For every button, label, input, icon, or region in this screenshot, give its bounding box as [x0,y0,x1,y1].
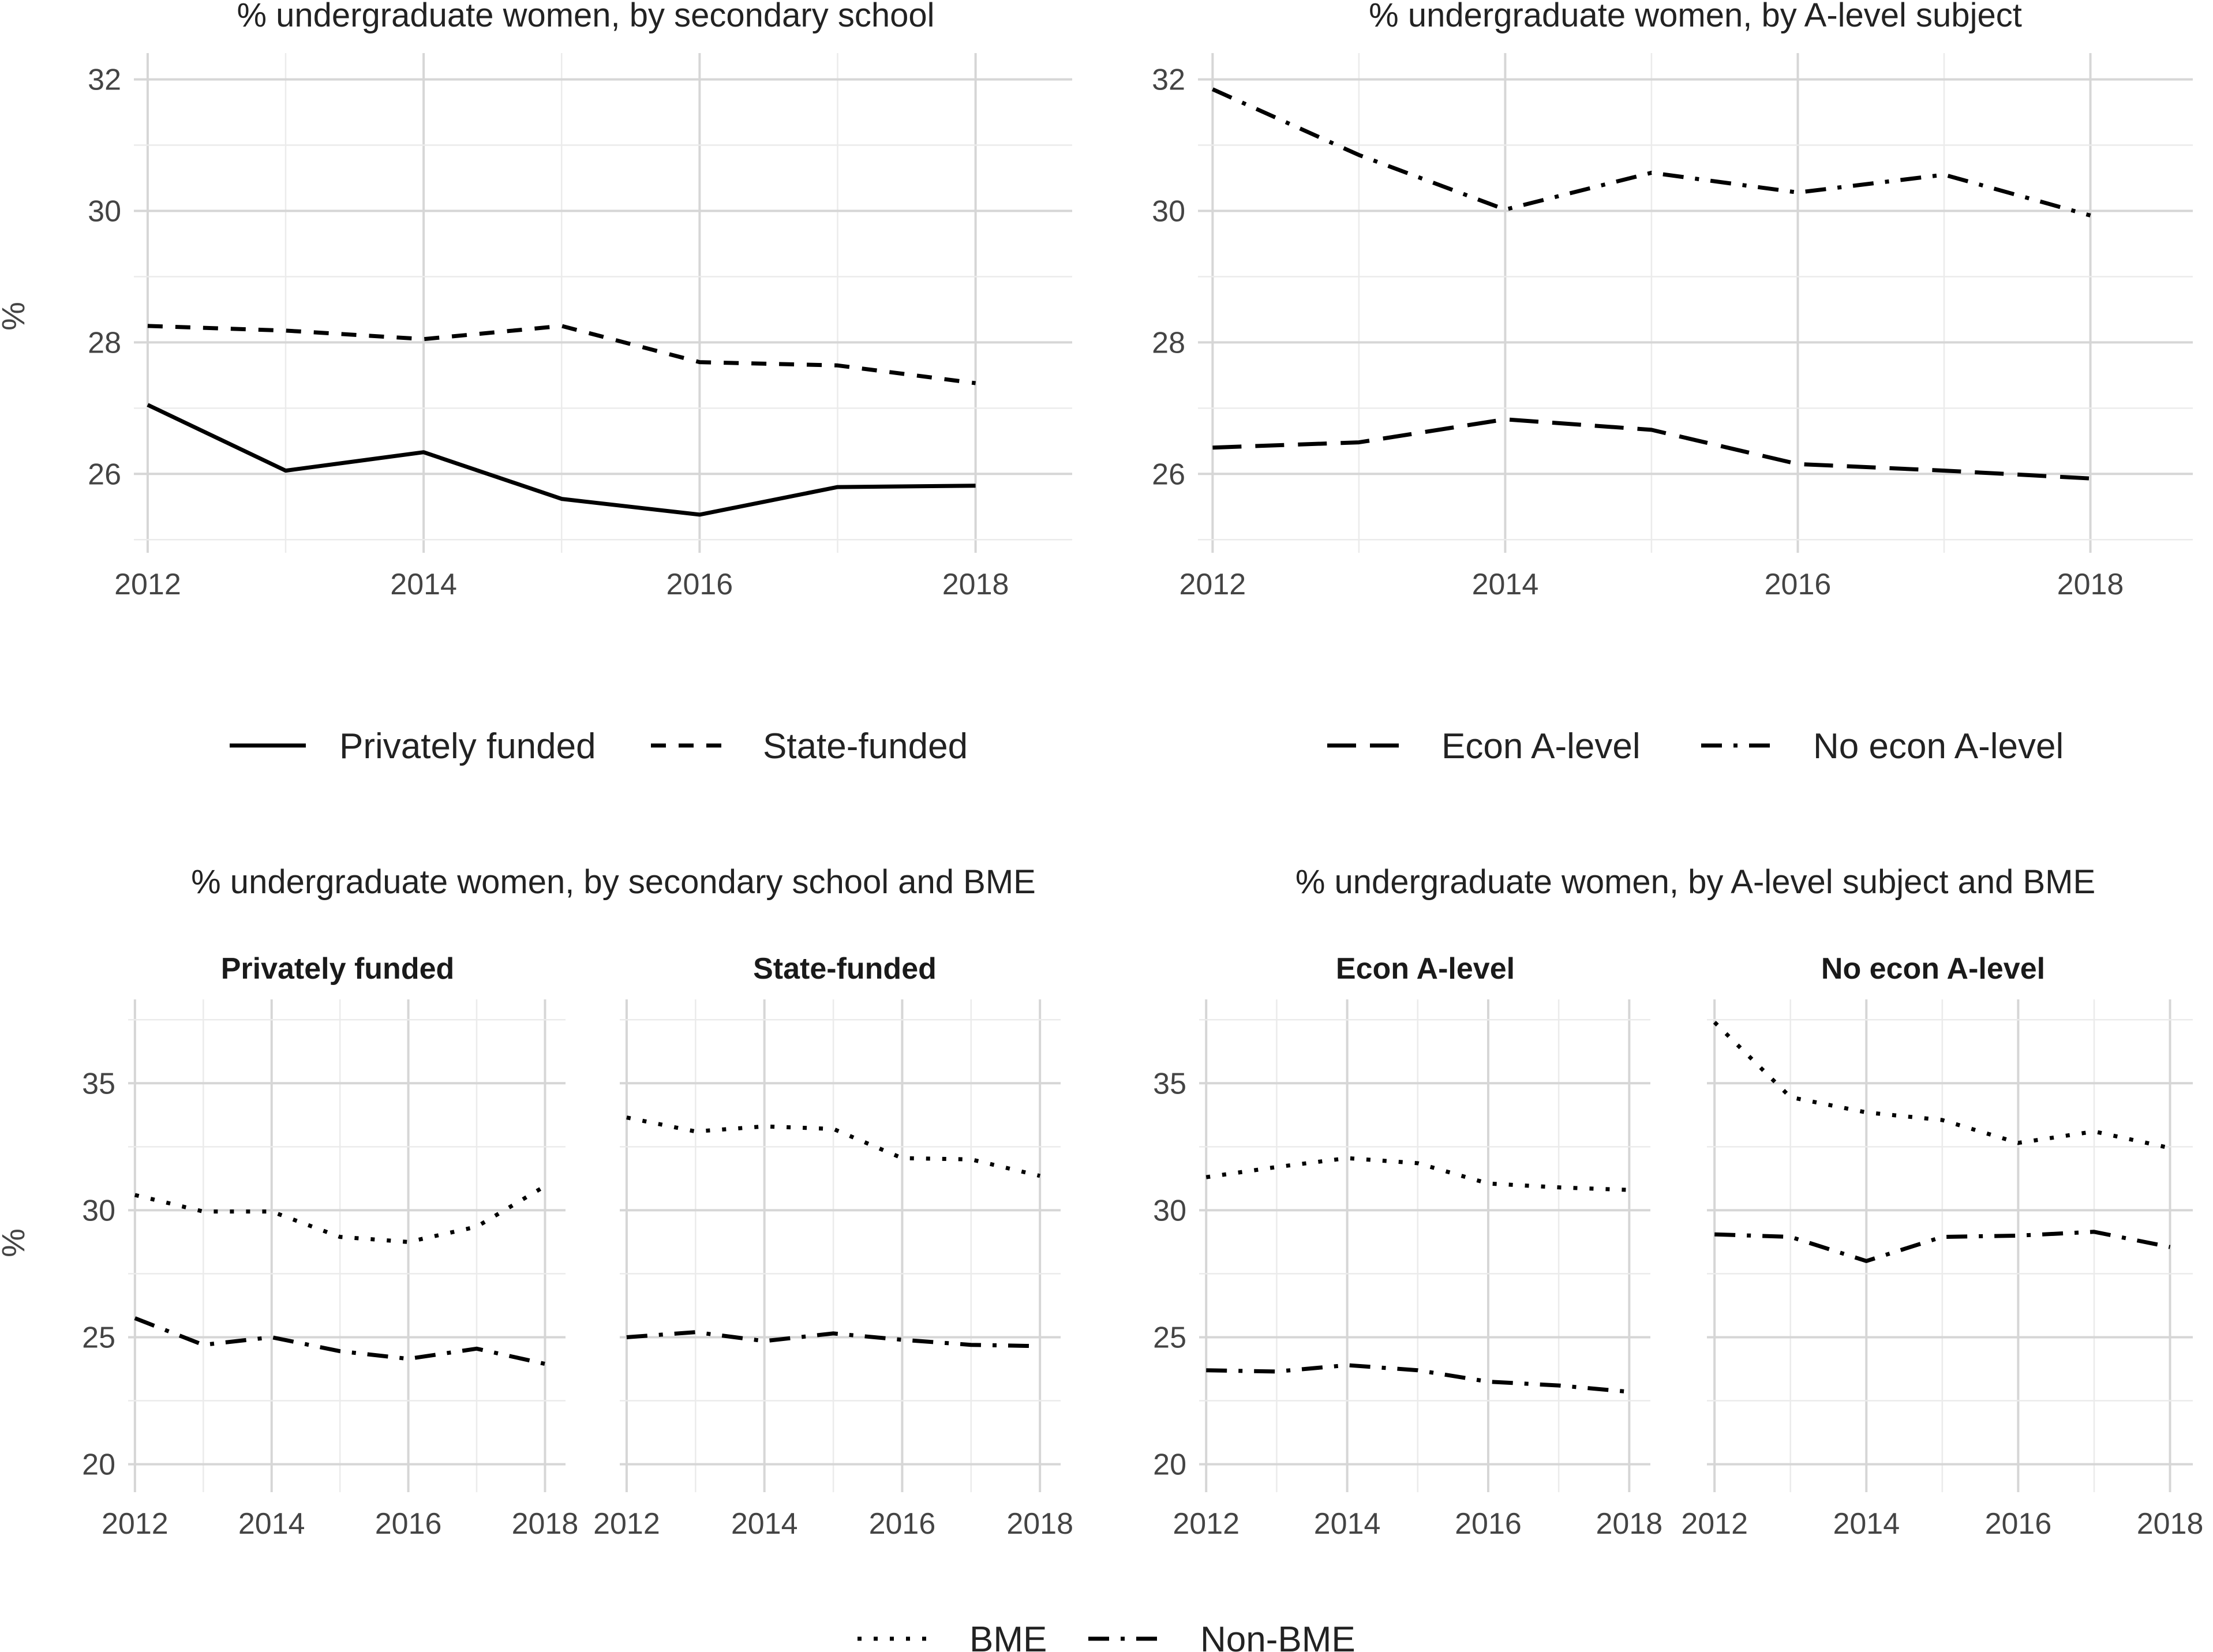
y-tick-label: 26 [88,458,121,491]
x-tick-label: 2012 [114,568,181,601]
legend-label-no-econ-a-level: No econ A-level [1813,726,2064,766]
series-line-state-funded-non-bme [626,1330,1040,1348]
series-line-econ-a-level-bme [1205,1156,1630,1192]
y-tick-label: 28 [1152,326,1185,359]
x-tick-label: 2012 [1179,568,1246,601]
y-axis-label-bme: % [0,1228,31,1257]
y-tick-label: 32 [1152,63,1185,97]
panel-secondary-school: % undergraduate women, by secondary scho… [0,0,1072,601]
series-line-econ-a-level-non-bme [1206,1363,1630,1394]
x-tick-label: 2012 [1681,1507,1748,1541]
x-tick-label: 2016 [666,568,733,601]
y-axis-label: % [0,302,31,331]
series-line-no-econ-a-level-bme [1713,1021,2171,1150]
facet-strip-no-econ-a-level: No econ A-level [1821,952,2045,986]
x-tick-label: 2018 [2057,568,2124,601]
panel-a-level-subject: % undergraduate women, by A-level subjec… [1152,0,2193,601]
x-tick-label: 2016 [1985,1507,2052,1541]
y-tick-label: 32 [88,63,121,97]
series-line-secondary-school-privately-funded [147,403,976,517]
y-tick-label: 35 [1153,1067,1186,1100]
legend-label-privately-funded: Privately funded [339,726,596,766]
legend-bme: BME Non-BME [858,1620,1355,1652]
x-tick-label: 2018 [512,1507,579,1541]
facet-strip-state-funded: State-funded [753,952,937,986]
x-tick-label: 2018 [1596,1507,1663,1541]
plot-area-secondary-school: 2012 2014 2016 2018 26 28 30 32 [88,53,1072,601]
x-tick-label: 2014 [390,568,457,601]
facet-strip-privately-funded: Privately funded [221,952,455,986]
panel-title-secondary-school-bme: % undergraduate women, by secondary scho… [191,863,1036,901]
series-line-secondary-school-state-funded [147,324,976,385]
plot-area-a-level-subject: 2012 2014 2016 2018 26 28 30 32 [1152,53,2193,601]
series-line-a-level-subject-econ-a-level [1212,417,2091,481]
series-line-no-econ-a-level-non-bme [1714,1230,2171,1263]
legend-secondary-school: Privately funded State-funded [230,726,968,766]
y-tick-label: 26 [1152,458,1185,491]
series-line-privately-funded-bme [134,1184,546,1244]
x-tick-label: 2014 [238,1507,305,1541]
legend-label-state-funded: State-funded [763,726,968,766]
x-tick-label: 2016 [375,1507,442,1541]
y-tick-label: 20 [82,1448,115,1482]
x-tick-label: 2016 [1455,1507,1522,1541]
y-tick-label: 30 [88,194,121,228]
x-tick-label: 2012 [102,1507,168,1541]
plot-area-no-econ-a-level: 2012 2014 2016 2018 [1681,999,2203,1541]
y-tick-label: 30 [82,1194,115,1227]
x-tick-label: 2012 [1173,1507,1240,1541]
plot-area-econ-a-level: 2012 2014 2016 2018 20 25 30 35 [1153,999,1662,1541]
legend-label-econ-a-level: Econ A-level [1441,726,1641,766]
panel-title-a-level-subject: % undergraduate women, by A-level subjec… [1369,0,2022,34]
x-tick-label: 2014 [1833,1507,1900,1541]
y-tick-label: 30 [1152,194,1185,228]
legend-label-non-bme: Non-BME [1200,1620,1355,1652]
x-tick-label: 2018 [2137,1507,2204,1541]
panel-title-secondary-school: % undergraduate women, by secondary scho… [237,0,934,34]
x-tick-label: 2012 [593,1507,660,1541]
series-line-privately-funded-non-bme [134,1316,546,1366]
x-tick-label: 2014 [1472,568,1539,601]
legend-label-bme: BME [969,1620,1047,1652]
y-tick-label: 35 [82,1067,115,1100]
y-tick-label: 20 [1153,1448,1186,1482]
x-tick-label: 2016 [1765,568,1832,601]
facet-strip-econ-a-level: Econ A-level [1336,952,1515,986]
plot-area-state-funded: 2012 2014 2016 2018 [593,999,1073,1541]
x-tick-label: 2018 [942,568,1009,601]
legend-a-level-subject: Econ A-level No econ A-level [1327,726,2064,766]
y-tick-label: 30 [1153,1194,1186,1227]
panel-a-level-subject-bme: % undergraduate women, by A-level subjec… [1153,863,2203,1541]
y-tick-label: 25 [82,1321,115,1354]
plot-area-privately-funded: 2012 2014 2016 2018 20 25 30 35 [82,999,578,1541]
x-tick-label: 2016 [869,1507,936,1541]
y-tick-label: 28 [88,326,121,359]
x-tick-label: 2014 [1314,1507,1381,1541]
panel-title-a-level-subject-bme: % undergraduate women, by A-level subjec… [1295,863,2095,901]
x-tick-label: 2018 [1006,1507,1073,1541]
series-line-a-level-subject-no-econ-a-level [1211,87,2091,218]
y-tick-label: 25 [1153,1321,1186,1354]
panel-secondary-school-bme: % undergraduate women, by secondary scho… [0,863,1073,1541]
x-tick-label: 2014 [731,1507,798,1541]
